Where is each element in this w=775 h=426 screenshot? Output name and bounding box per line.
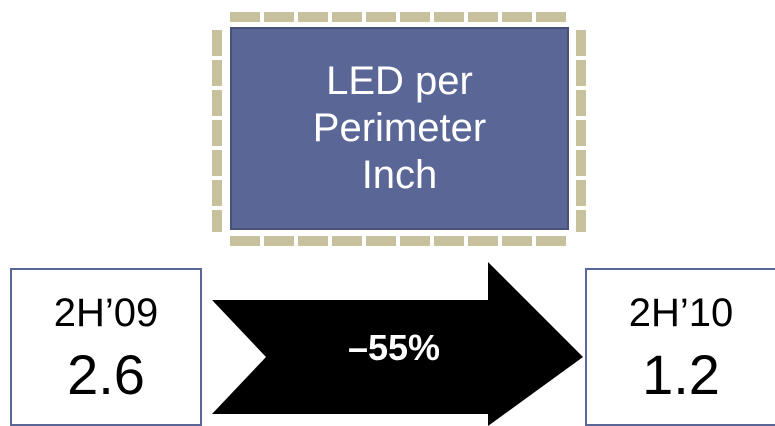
percent-change-label: –55% <box>347 327 441 368</box>
title-line-3: Inch <box>361 153 438 197</box>
before-value-box: 2H’09 2.6 <box>10 268 202 426</box>
led-segments <box>212 12 586 246</box>
led-per-perimeter-inch-box: LED per Perimeter Inch <box>230 27 569 230</box>
before-value: 2.6 <box>67 343 145 406</box>
title-line-1: LED per <box>326 59 473 103</box>
after-period: 2H’10 <box>628 291 734 335</box>
title-line-2: Perimeter <box>312 106 487 150</box>
after-value: 1.2 <box>642 343 720 406</box>
after-value-box: 2H’10 1.2 <box>585 268 775 426</box>
before-period: 2H’09 <box>53 291 159 335</box>
